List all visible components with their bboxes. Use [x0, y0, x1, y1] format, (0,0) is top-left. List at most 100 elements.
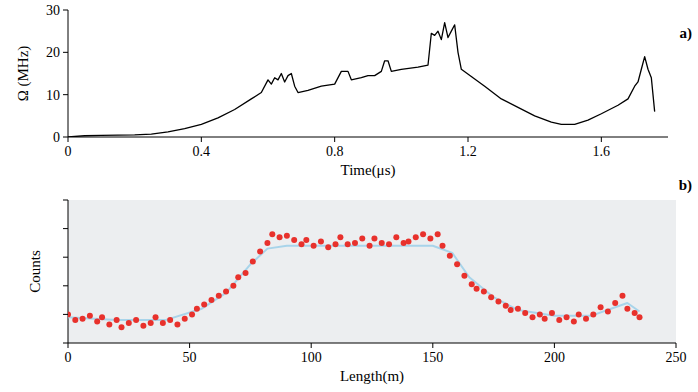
x-axis-title: Time(μs)	[341, 162, 396, 179]
point	[345, 241, 351, 247]
x-tick-label: 100	[301, 350, 322, 365]
point	[481, 289, 487, 295]
point	[337, 234, 343, 240]
panel-label: b)	[679, 177, 692, 194]
panel: 050100150200250Length(m)Countsb)	[27, 177, 692, 385]
point	[427, 236, 433, 242]
point	[461, 273, 467, 279]
point	[114, 317, 120, 323]
point	[80, 316, 86, 322]
y-axis	[68, 200, 69, 343]
x-tick-label: 0.8	[326, 144, 344, 159]
x-tick	[601, 137, 602, 142]
x-tick	[68, 343, 69, 348]
point	[230, 283, 236, 289]
point	[333, 241, 339, 247]
point	[106, 321, 112, 327]
x-tick-label: 150	[422, 350, 443, 365]
x-tick-label: 0.4	[193, 144, 211, 159]
point	[201, 301, 207, 307]
point	[583, 316, 589, 322]
y-tick-label: 30	[46, 3, 60, 18]
point	[352, 240, 358, 246]
point	[277, 234, 283, 240]
y-tick	[63, 137, 68, 138]
point	[420, 231, 426, 237]
y-tick-label: 0	[53, 130, 60, 145]
point	[325, 244, 331, 250]
y-axis-title: Counts	[27, 250, 43, 293]
point	[598, 304, 604, 310]
point	[284, 233, 290, 239]
point	[216, 293, 222, 299]
x-tick	[189, 343, 190, 348]
point	[160, 320, 166, 326]
x-axis-title: Length(m)	[340, 368, 404, 385]
point	[291, 237, 297, 243]
x-tick	[676, 343, 677, 348]
y-tick	[63, 343, 68, 344]
point	[564, 314, 570, 320]
point	[386, 241, 392, 247]
point	[182, 316, 188, 322]
point	[167, 317, 173, 323]
x-axis	[68, 137, 668, 138]
point	[619, 293, 625, 299]
point	[393, 234, 399, 240]
point	[257, 248, 263, 254]
point	[269, 231, 275, 237]
point	[454, 261, 460, 267]
point	[318, 238, 324, 244]
x-tick	[68, 137, 69, 142]
point	[367, 243, 373, 249]
x-tick-label: 1.6	[593, 144, 611, 159]
x-tick	[334, 137, 335, 142]
point	[359, 236, 365, 242]
x-tick-label: 0	[65, 350, 72, 365]
plot-area	[68, 231, 643, 330]
line	[68, 23, 655, 137]
point	[624, 306, 630, 312]
x-tick	[468, 137, 469, 142]
point	[303, 237, 309, 243]
point	[250, 258, 256, 264]
point	[435, 231, 441, 237]
y-tick	[63, 10, 68, 11]
y-tick	[63, 200, 68, 201]
point	[264, 240, 270, 246]
point	[87, 313, 93, 319]
point	[189, 311, 195, 317]
point	[503, 303, 509, 309]
plot-area	[68, 23, 655, 137]
x-tick-label: 0	[65, 144, 72, 159]
figure: 00.40.81.21.60102030Time(μs)Ω (MHz)a)050…	[0, 0, 698, 392]
y-axis-title: Ω (MHz)	[15, 46, 32, 102]
point	[133, 317, 139, 323]
point	[508, 307, 514, 313]
panel: 00.40.81.21.60102030Time(μs)Ω (MHz)a)	[15, 3, 692, 179]
x-tick-label: 50	[183, 350, 197, 365]
point	[447, 253, 453, 259]
x-tick-label: 250	[666, 350, 687, 365]
panel-label: a)	[680, 25, 693, 42]
y-tick	[63, 314, 68, 315]
x-tick	[554, 343, 555, 348]
point	[549, 310, 555, 316]
point	[405, 238, 411, 244]
x-tick	[311, 343, 312, 348]
point	[72, 317, 78, 323]
point	[223, 289, 229, 295]
point	[99, 314, 105, 320]
point	[637, 314, 643, 320]
point	[632, 310, 638, 316]
point	[469, 281, 475, 287]
y-tick	[63, 257, 68, 258]
x-tick-label: 1.2	[459, 144, 477, 159]
y-tick-label: 10	[46, 88, 60, 103]
point	[208, 297, 214, 303]
point	[576, 311, 582, 317]
point	[194, 306, 200, 312]
point	[556, 317, 562, 323]
point	[126, 320, 132, 326]
plot-background	[68, 200, 676, 343]
